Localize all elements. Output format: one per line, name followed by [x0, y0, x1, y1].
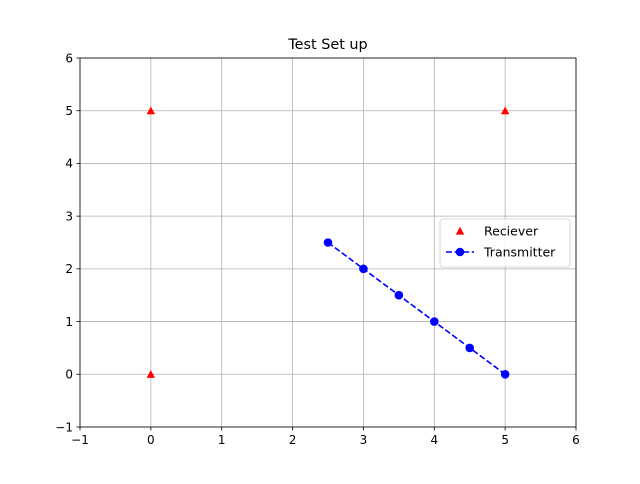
y-tick-label: 4 [65, 157, 73, 171]
receiver-point [500, 106, 510, 115]
legend: Reciever Transmitter [439, 218, 571, 268]
x-tick-label: 6 [572, 433, 580, 447]
x-tick-label: 2 [289, 433, 297, 447]
receiver-point [146, 370, 156, 378]
receiver-point [146, 106, 156, 115]
y-tick-label: 1 [65, 315, 73, 329]
legend-entry-reciever: Reciever [455, 224, 539, 239]
x-tick-label: 0 [147, 433, 155, 447]
x-tick-label: 3 [360, 433, 368, 447]
series-transmitter [323, 238, 510, 379]
x-tick-label: −1 [71, 433, 89, 447]
transmitter-point [359, 264, 368, 274]
legend-box [439, 218, 571, 268]
y-tick-label: 5 [65, 104, 73, 118]
transmitter-point [323, 238, 333, 247]
chart-title: Test Set up [287, 37, 367, 53]
x-tick-label: 4 [430, 433, 438, 447]
y-tick-label: 2 [65, 262, 73, 276]
y-tick-label: −1 [55, 420, 73, 434]
legend-entry-transmitter: Transmitter [446, 245, 556, 260]
legend-label: Reciever [484, 224, 539, 239]
legend-label: Transmitter [483, 245, 556, 260]
legend-triangle-marker [455, 226, 465, 235]
y-tick-label: 0 [65, 368, 73, 382]
axis-ticks: −1 0 1 2 3 4 5 6 −1 0 1 2 3 4 5 6 [55, 51, 580, 447]
transmitter-point [500, 369, 510, 379]
y-tick-label: 3 [65, 209, 73, 223]
legend-circle-marker [455, 247, 465, 257]
transmitter-dashed-line [327, 241, 506, 375]
series-reciever [146, 106, 510, 378]
transmitter-point [429, 317, 439, 326]
transmitter-point [394, 290, 404, 300]
x-tick-label: 1 [218, 433, 226, 447]
axes-frame [79, 57, 577, 428]
plot-series [146, 106, 510, 379]
x-tick-label: 5 [501, 433, 509, 447]
transmitter-point [465, 343, 475, 353]
y-tick-label: 6 [65, 51, 73, 65]
